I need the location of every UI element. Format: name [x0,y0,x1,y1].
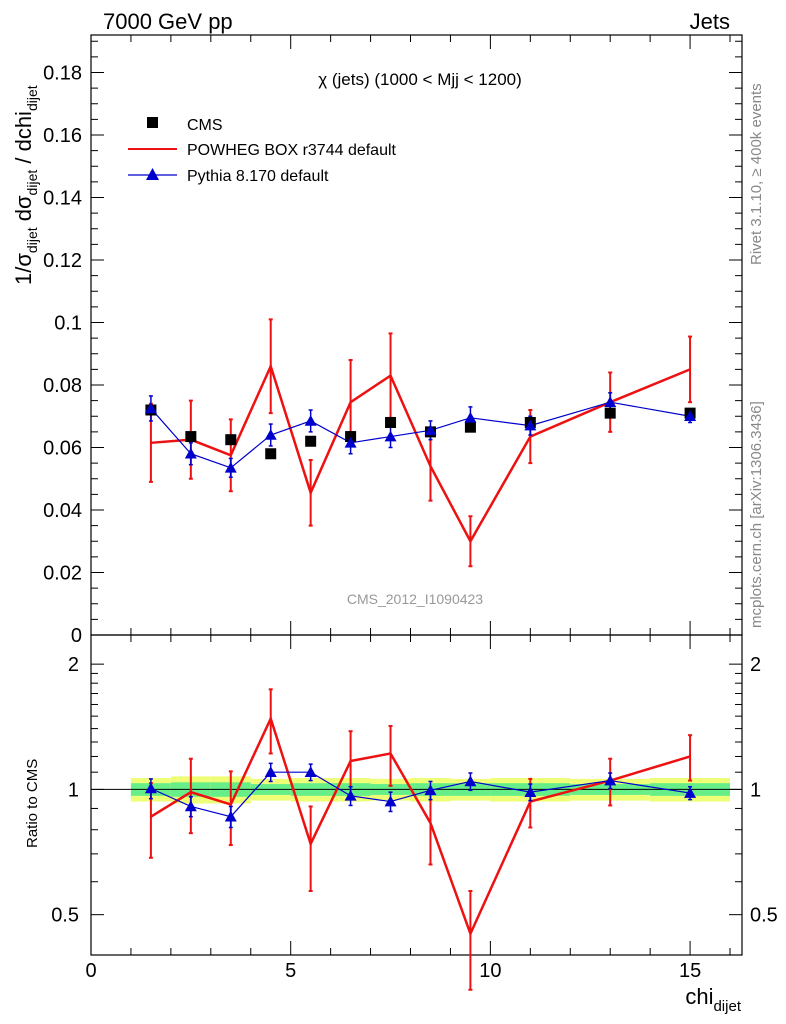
main-y-axis-label: 1/σdijet dσdijet / dchidijet [11,85,40,285]
x-tick-label: 0 [85,960,96,982]
cms-data-point [185,431,197,443]
main-y-tick-label: 0.02 [43,563,82,585]
pythia-marker [604,396,617,407]
ratio-plot-frame [90,634,743,956]
legend-label-cms: CMS [187,117,223,134]
legend-marker-cms [147,117,158,128]
x-axis-label: chidijet [685,984,741,1015]
ratio-y-tick-label-right: 1 [750,779,761,801]
ratio-y-tick-label: 1 [68,779,79,801]
ratio-pythia-marker [524,786,537,797]
main-y-tick-label: 0.12 [43,250,82,272]
ratio-series-layer [144,688,697,991]
pythia-line [150,401,691,469]
main-plot-title: χ (jets) (1000 < Mjj < 1200) [318,70,522,89]
ratio-y-tick-label: 0.5 [51,905,79,927]
ratio-pythia-marker [224,810,237,822]
pythia-marker [424,424,437,436]
ratio-pythia-marker [144,782,157,794]
pythia-marker [144,402,157,414]
header-left: 7000 GeV pp [103,9,233,34]
main-y-tick-label: 0.16 [43,125,82,147]
ratio-pythia-marker [684,787,697,798]
watermark: CMS_2012_I1090423 [347,591,483,607]
ratio-pythia-marker [344,789,357,801]
main-y-tick-label: 0 [71,625,82,647]
cms-data-point [305,435,317,447]
ratio-pythia-marker [424,784,437,796]
main-series-layer [144,318,697,568]
main-x-ticks [90,35,731,635]
legend-marker-pythia [146,168,159,180]
main-y-tick-label: 0.08 [43,375,82,397]
cms-data-point [265,448,277,460]
ratio-powheg-line [150,715,691,938]
cms-data-point [225,434,237,446]
x-tick-label: 15 [679,960,701,982]
main-plot-panel: 0 0.02 0.04 0.06 0.08 0.1 0.12 0.14 0.16 0.18 χ (… [43,34,743,647]
cms-data-point [464,421,476,433]
ratio-pythia-marker [464,775,477,787]
cms-data-point [604,407,616,419]
ratio-y-tick-label: 2 [68,654,79,676]
ratio-pythia-marker [264,766,277,777]
ratio-plot-panel: 0.5 0.5 1 1 2 2 0 5 10 15 [51,634,778,991]
main-y-tick-label: 0.06 [43,438,82,460]
pythia-marker [684,410,697,422]
main-y-tick-label: 0.04 [43,500,82,522]
ratio-pythia-marker [184,800,197,812]
cms-data-point [345,431,357,443]
ratio-pythia-marker [604,774,617,786]
legend-label-powheg: POWHEG BOX r3744 default [187,142,397,159]
pythia-marker [384,430,397,442]
ratio-y-axis: 0.5 0.5 1 1 2 2 [51,654,778,927]
ratio-y-axis-label: Ratio to CMS [24,759,41,848]
ratio-pythia-marker [304,766,317,777]
pythia-marker [224,461,237,473]
pythia-marker [304,414,317,426]
legend-label-pythia: Pythia 8.170 default [187,168,329,185]
cms-data-point [385,417,397,428]
main-y-tick-label: 0.14 [43,188,82,210]
main-y-tick-label: 0.18 [43,63,82,85]
ratio-pythia-line [150,771,691,818]
ratio-y-tick-label-right: 0.5 [750,905,778,927]
ratio-x-axis: 0 5 10 15 [85,635,731,982]
x-tick-label: 5 [285,960,296,982]
ratio-y-tick-label-right: 2 [750,654,761,676]
pythia-marker [344,436,357,448]
main-y-tick-label: 0.1 [54,313,82,335]
header-right: Jets [690,9,730,34]
legend: CMS POWHEG BOX r3744 default Pythia 8.17… [128,117,397,185]
mcplots-label: mcplots.cern.ch [arXiv:1306.3436] [748,401,765,628]
pythia-marker [524,419,537,431]
pythia-marker [464,411,477,423]
rivet-label: Rivet 3.1.10, ≥ 400k events [748,83,765,265]
pythia-marker [184,447,197,459]
ratio-pythia-marker [384,795,397,807]
pythia-marker [264,429,277,440]
x-tick-label: 10 [479,960,501,982]
powheg-line [150,362,691,544]
main-y-axis: 0 0.02 0.04 0.06 0.08 0.1 0.12 0.14 0.16 0.18 [43,40,742,647]
